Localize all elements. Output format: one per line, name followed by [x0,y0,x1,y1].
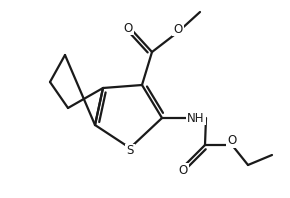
Text: O: O [123,22,133,34]
Text: O: O [178,164,188,176]
Text: O: O [173,23,183,35]
Text: S: S [126,145,134,157]
Text: O: O [227,134,237,148]
Text: NH: NH [187,111,205,125]
